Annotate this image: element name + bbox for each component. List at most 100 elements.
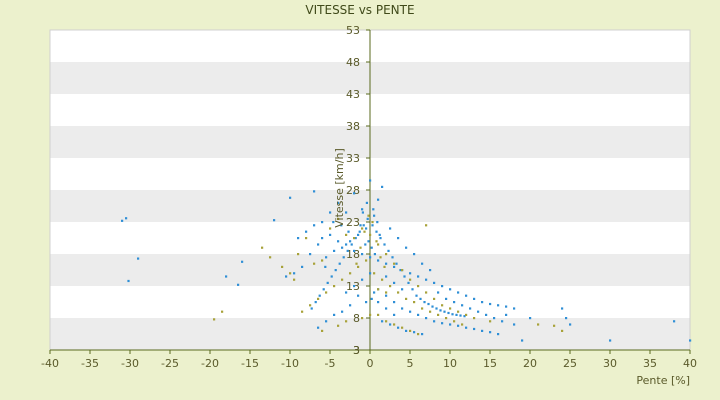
data-point xyxy=(409,310,412,313)
data-point xyxy=(369,256,372,259)
data-point xyxy=(334,269,337,272)
x-axis-label: Pente [%] xyxy=(636,374,690,387)
data-point xyxy=(317,297,320,300)
data-point xyxy=(377,259,380,262)
data-point xyxy=(324,265,327,268)
x-tick-label: -10 xyxy=(281,357,299,370)
data-point xyxy=(473,317,476,320)
data-point xyxy=(465,313,468,316)
data-point xyxy=(297,237,300,240)
data-point xyxy=(413,253,416,256)
data-point xyxy=(391,256,394,259)
x-tick-label: 40 xyxy=(683,357,697,370)
data-point xyxy=(449,323,452,326)
data-point xyxy=(371,221,374,224)
data-point xyxy=(463,315,466,318)
data-point xyxy=(513,307,516,310)
data-point xyxy=(297,253,300,256)
data-point xyxy=(449,307,452,310)
data-point xyxy=(561,307,564,310)
data-point xyxy=(371,224,374,227)
data-point xyxy=(565,317,568,320)
data-point xyxy=(395,262,398,265)
y-tick-label: 38 xyxy=(346,120,360,133)
data-point xyxy=(385,253,388,256)
data-point xyxy=(137,257,140,260)
data-point xyxy=(373,291,376,294)
data-point xyxy=(387,249,390,252)
data-point xyxy=(289,196,292,199)
data-point xyxy=(321,259,324,262)
data-point xyxy=(409,329,412,332)
data-point xyxy=(241,260,244,263)
data-point xyxy=(363,230,366,233)
data-point xyxy=(365,301,368,304)
data-point xyxy=(465,326,468,329)
data-point xyxy=(383,243,386,246)
data-point xyxy=(355,262,358,265)
data-point xyxy=(338,262,341,265)
data-point xyxy=(417,313,420,316)
data-point xyxy=(411,288,414,291)
data-point xyxy=(369,272,372,275)
data-point xyxy=(405,329,408,332)
x-tick-label: 25 xyxy=(563,357,577,370)
data-point xyxy=(421,262,424,265)
y-tick-label: 3 xyxy=(353,344,360,357)
data-point xyxy=(417,275,420,278)
x-tick-label: 20 xyxy=(523,357,537,370)
data-point xyxy=(359,224,362,227)
y-tick-label: 28 xyxy=(346,184,360,197)
data-point xyxy=(349,240,352,243)
data-point xyxy=(457,324,460,327)
data-point xyxy=(341,310,344,313)
data-point xyxy=(481,329,484,332)
data-point xyxy=(417,285,420,288)
data-point xyxy=(225,275,228,278)
data-point xyxy=(310,307,313,310)
data-point xyxy=(357,233,360,236)
x-tick-label: -40 xyxy=(41,357,59,370)
data-point xyxy=(381,278,384,281)
data-point xyxy=(329,227,332,230)
data-point xyxy=(397,291,400,294)
data-point xyxy=(437,313,440,316)
data-point xyxy=(361,227,364,230)
data-point xyxy=(437,291,440,294)
data-point xyxy=(237,283,240,286)
data-point xyxy=(337,217,340,220)
data-point xyxy=(289,272,292,275)
data-point xyxy=(513,323,516,326)
data-point xyxy=(345,320,348,323)
data-point xyxy=(505,313,508,316)
data-point xyxy=(357,294,360,297)
data-point xyxy=(385,291,388,294)
data-point xyxy=(423,301,426,304)
data-point xyxy=(401,307,404,310)
data-point xyxy=(373,253,376,256)
x-axis-ticks: -40 -35 -30 -25 -20 -15 -10 -5 0 5 10 15 20 25 30 35 40 xyxy=(41,350,697,370)
data-point xyxy=(121,219,124,222)
x-tick-label: -25 xyxy=(161,357,179,370)
data-point xyxy=(425,278,428,281)
data-point xyxy=(497,304,500,307)
data-point xyxy=(377,243,380,246)
data-point xyxy=(346,249,349,252)
data-point xyxy=(393,301,396,304)
y-tick-label: 8 xyxy=(353,312,360,325)
data-point xyxy=(377,288,380,291)
data-point xyxy=(393,265,396,268)
data-point xyxy=(409,278,412,281)
data-point xyxy=(125,217,128,220)
data-point xyxy=(481,301,484,304)
data-point xyxy=(521,339,524,342)
data-point xyxy=(461,304,464,307)
data-point xyxy=(261,246,264,249)
data-point xyxy=(381,320,384,323)
data-point xyxy=(447,311,450,315)
data-point xyxy=(369,313,372,316)
data-point xyxy=(353,249,356,252)
x-tick-label: -30 xyxy=(121,357,139,370)
data-point xyxy=(529,317,532,320)
data-point xyxy=(369,179,372,182)
